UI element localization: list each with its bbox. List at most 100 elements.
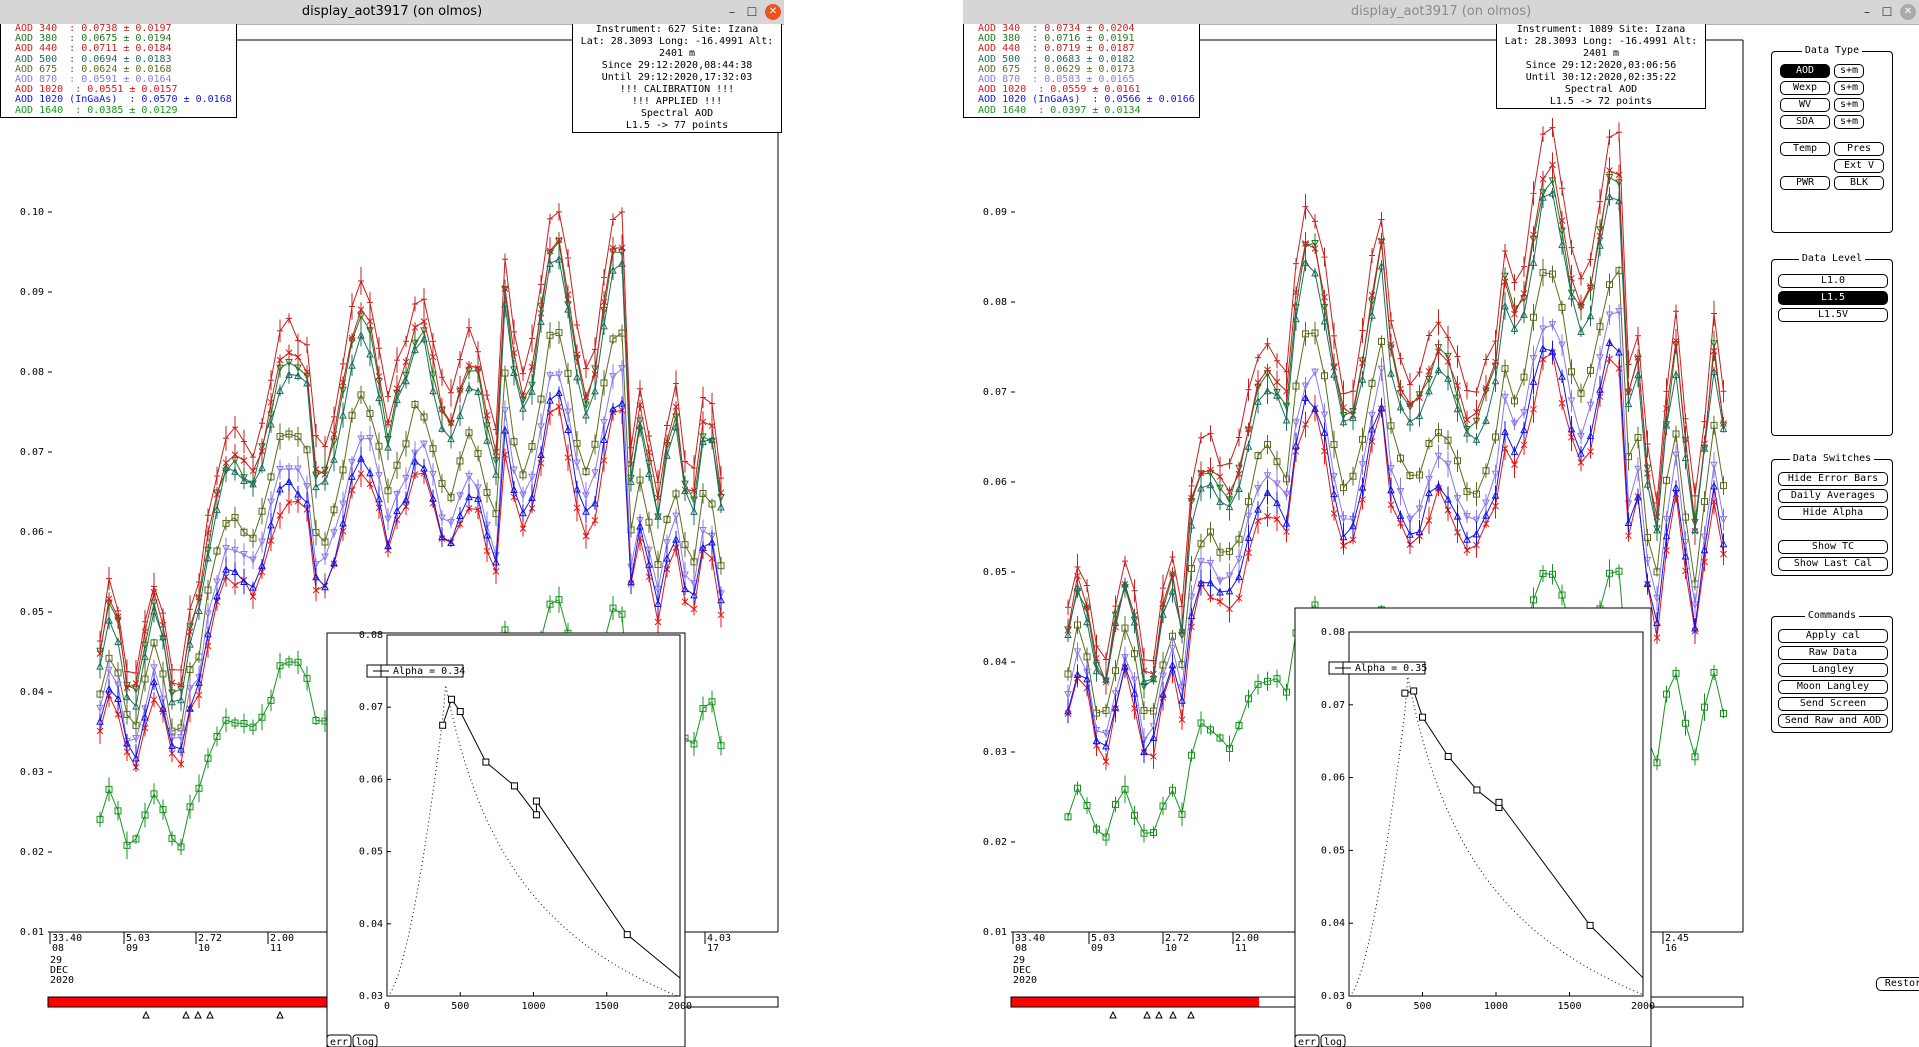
inset-point <box>532 811 540 819</box>
y-tick-label: 0.01 <box>20 927 44 938</box>
data-switches-panel: Data Switches Hide Error Bars Daily Averag… <box>1771 453 1893 576</box>
aod-time-series-plot[interactable]: 0.10 0.09 0.08 0.07 0.06 0.05 0.04 0.03 0.02 0.01… <box>0 24 784 1047</box>
alpha-marker-icon <box>1335 662 1351 674</box>
info-line: Until 29:12:2020,17:32:03 <box>601 72 753 83</box>
window-title: display_aot3917 (on olmos) <box>301 4 483 19</box>
svg-text:err: err <box>1298 1037 1316 1047</box>
aod-time-series-plot[interactable]: 0.09 0.08 0.07 0.06 0.05 0.04 0.03 0.02 0.01 33.4… <box>963 24 1919 1047</box>
x-day-label: 16 <box>1665 943 1677 954</box>
btn-apply-cal[interactable]: Apply cal <box>1778 629 1888 643</box>
inset-x-tick: 2000 <box>668 1001 692 1012</box>
time-coverage-bar <box>48 997 328 1007</box>
inset-point <box>1410 687 1418 695</box>
btn-pwr[interactable]: PWR <box>1780 176 1830 190</box>
restore-button[interactable]: Restore(0) <box>1876 977 1919 991</box>
inset-point <box>1473 786 1481 794</box>
btn-langley[interactable]: Langley <box>1778 663 1888 677</box>
err-toggle[interactable]: err <box>1294 1034 1320 1047</box>
x-day-label: 08 <box>52 943 64 954</box>
time-coverage-bar <box>1011 997 1259 1007</box>
cal-marker-icon <box>1187 1010 1195 1019</box>
aod-legend: AOD 340 : 0.0738 ± 0.0197 AOD 380 : 0.067… <box>0 23 237 118</box>
btn-pres[interactable]: Pres <box>1834 142 1884 156</box>
window-title: display_aot3917 (on olmos) <box>1350 4 1532 19</box>
inset-x-tick: 1500 <box>1557 1001 1581 1012</box>
title-bar[interactable]: display_aot3917 (on olmos) – ☐ ✕ <box>0 0 784 25</box>
close-icon[interactable]: ✕ <box>1900 4 1916 20</box>
cal-marker-icon <box>182 1010 190 1019</box>
y-tick-label: 0.02 <box>20 847 44 858</box>
y-tick-label: 0.03 <box>983 747 1007 758</box>
btn-show-tc[interactable]: Show TC <box>1778 540 1888 554</box>
date-label: 29 <box>50 955 62 966</box>
btn-blk[interactable]: BLK <box>1834 176 1884 190</box>
y-tick-label: 0.04 <box>983 657 1007 668</box>
btn-raw-data[interactable]: Raw Data <box>1778 646 1888 660</box>
plot-area: 0.10 0.09 0.08 0.07 0.06 0.05 0.04 0.03 0.02 0.01… <box>20 39 779 1019</box>
inset-y-tick: 0.07 <box>1321 700 1345 711</box>
btn-ext-v[interactable]: Ext V <box>1834 159 1884 173</box>
date-label: 2020 <box>1013 975 1037 986</box>
svg-text:log: log <box>1324 1037 1342 1047</box>
legend-entry: AOD 870 : 0.0591 ± 0.0164 <box>15 74 172 86</box>
aot-window-right: display_aot3917 (on olmos) – ☐ ✕ 0.09 0.0… <box>963 0 1919 1047</box>
x-day-label: 08 <box>1015 943 1027 954</box>
maximize-icon[interactable]: ☐ <box>746 5 758 19</box>
btn-send-screen[interactable]: Send Screen <box>1778 697 1888 711</box>
x-tick-label: 2.72 <box>1165 933 1189 944</box>
legend-entry: AOD 340 : 0.0734 ± 0.0204 <box>978 23 1135 34</box>
btn-send-raw-and-aod[interactable]: Send Raw and AOD <box>1778 714 1888 728</box>
alpha-marker-icon <box>373 665 389 677</box>
legend-entry: AOD 500 : 0.0694 ± 0.0183 <box>15 53 172 65</box>
btn-temp[interactable]: Temp <box>1780 142 1830 156</box>
btn-hide-error-bars[interactable]: Hide Error Bars <box>1778 472 1888 486</box>
minimize-icon[interactable]: – <box>729 5 735 19</box>
btn-daily-averages[interactable]: Daily Averages <box>1778 489 1888 503</box>
inset-x-tick: 500 <box>451 1001 469 1012</box>
date-label: 2020 <box>50 975 74 986</box>
inset-point <box>1419 713 1426 721</box>
alpha-inset[interactable]: 0.08 0.07 0.06 0.05 0.04 0.030 500 1000 1500 2000… <box>1294 607 1655 1047</box>
y-tick-label: 0.06 <box>20 527 44 538</box>
title-bar[interactable]: display_aot3917 (on olmos) – ☐ ✕ <box>963 0 1919 25</box>
btn-hide-alpha[interactable]: Hide Alpha <box>1778 506 1888 520</box>
btn-aod[interactable]: AOD <box>1780 64 1830 78</box>
btn-show-last-cal[interactable]: Show Last Cal <box>1778 557 1888 571</box>
alpha-label: Alpha = 0.35 <box>1355 663 1427 674</box>
alpha-inset[interactable]: 0.08 0.07 0.06 0.05 0.04 0.030 500 1000 1500 2000… <box>326 630 692 1047</box>
inset-x-tick: 0 <box>384 1001 390 1012</box>
btn-sda[interactable]: SDA <box>1780 115 1830 129</box>
date-label: DEC <box>50 965 68 976</box>
cal-marker-icon <box>142 1010 150 1019</box>
btn-s-m[interactable]: s+m <box>1834 81 1864 95</box>
panel-title: Commands <box>1804 610 1860 621</box>
inset-y-tick: 0.04 <box>359 919 383 930</box>
log-toggle[interactable]: log <box>1320 1034 1346 1047</box>
panel-title: Data Switches <box>1789 453 1875 464</box>
maximize-icon[interactable]: ☐ <box>1881 5 1893 19</box>
close-icon[interactable]: ✕ <box>765 4 781 20</box>
aod-series <box>96 360 725 750</box>
log-toggle[interactable]: log <box>352 1034 378 1047</box>
btn-moon-langley[interactable]: Moon Langley <box>1778 680 1888 694</box>
btn-s-m[interactable]: s+m <box>1834 98 1864 112</box>
y-tick-label: 0.05 <box>983 567 1007 578</box>
info-line: Lat: 28.3093 Long: -16.4991 Alt: 2401 m <box>1504 36 1698 59</box>
inset-point <box>1495 798 1503 806</box>
btn-l1-0[interactable]: L1.0 <box>1778 274 1888 288</box>
btn-l1-5[interactable]: L1.5 <box>1778 291 1888 305</box>
btn-l1-5v[interactable]: L1.5V <box>1778 308 1888 322</box>
svg-text:log: log <box>356 1037 374 1047</box>
minimize-icon[interactable]: – <box>1864 5 1870 19</box>
btn-wexp[interactable]: Wexp <box>1780 81 1830 95</box>
btn-s-m[interactable]: s+m <box>1834 64 1864 78</box>
info-line: Instrument: 627 Site: Izana <box>595 24 759 35</box>
x-day-label: 11 <box>270 943 282 954</box>
x-day-label: 10 <box>1165 943 1177 954</box>
inset-y-tick: 0.03 <box>1321 991 1345 1002</box>
btn-s-m[interactable]: s+m <box>1834 115 1864 129</box>
err-toggle[interactable]: err <box>326 1034 352 1047</box>
inset-point <box>1401 689 1409 697</box>
inset-y-tick: 0.06 <box>359 774 383 785</box>
btn-wv[interactable]: WV <box>1780 98 1830 112</box>
